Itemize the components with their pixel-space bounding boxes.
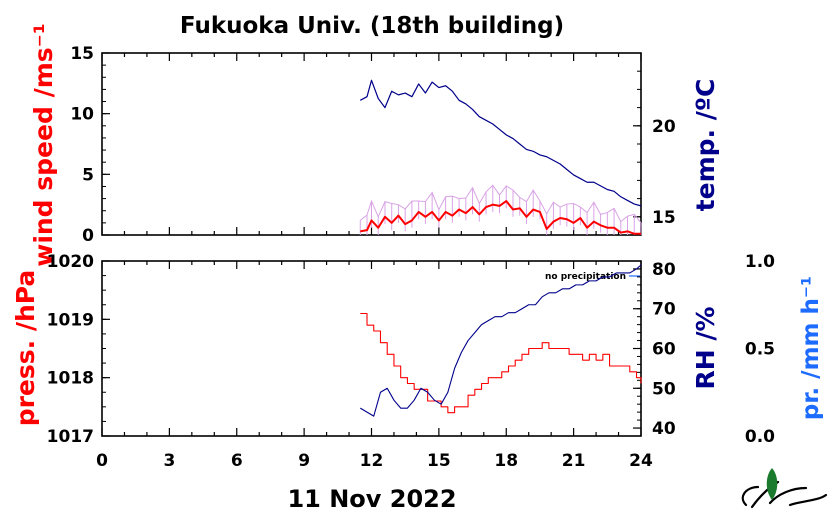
wind-tick-label: 15 xyxy=(70,44,94,64)
wind-tick-label: 10 xyxy=(70,105,94,125)
humidity-line xyxy=(359,264,642,417)
rh-tick-label: 80 xyxy=(652,260,676,280)
x-tick-label: 15 xyxy=(427,451,451,471)
lower-left-axis-label: press. /hPa xyxy=(11,270,40,427)
wind-gust-envelope xyxy=(359,184,642,224)
temp-tick-label: 15 xyxy=(652,208,676,228)
chart-marks: 0 3 6 9 12 15 18 21 24 0 5 10 15 15 20 1017 1018 1019 1020… xyxy=(47,44,775,471)
x-tick-label: 0 xyxy=(96,451,108,471)
x-tick-label: 21 xyxy=(562,451,586,471)
rh-tick-label: 70 xyxy=(652,300,676,320)
precip-tick-label: 1.0 xyxy=(745,252,775,272)
wind-tick-label: 0 xyxy=(82,226,94,246)
university-logo xyxy=(741,468,828,509)
x-axis-label: 11 Nov 2022 xyxy=(287,485,456,513)
temperature-line xyxy=(359,79,642,207)
x-tick-label: 9 xyxy=(298,451,310,471)
rh-tick-label: 50 xyxy=(652,379,676,399)
precip-tick-label: 0.5 xyxy=(745,340,775,360)
temp-tick-label: 20 xyxy=(652,117,676,137)
x-tick-label: 12 xyxy=(360,451,384,471)
pressure-line xyxy=(360,312,642,414)
no-precipitation-label: no precipitation xyxy=(545,272,626,282)
wind-speed-line xyxy=(360,200,641,235)
chart-title: Fukuoka Univ. (18th building) xyxy=(180,13,564,39)
wind-tick-label: 5 xyxy=(82,165,94,185)
upper-left-axis-label: wind speed /ms⁻¹ xyxy=(29,23,58,267)
x-tick-label: 18 xyxy=(494,451,518,471)
precip-tick-label: 0.0 xyxy=(745,427,775,447)
press-tick-label: 1018 xyxy=(47,369,94,389)
precip-axis-label: pr. /mm h⁻¹ xyxy=(798,276,824,420)
press-tick-label: 1017 xyxy=(47,427,94,447)
x-tick-label: 6 xyxy=(231,451,243,471)
rh-tick-label: 60 xyxy=(652,340,676,360)
x-tick-label: 3 xyxy=(163,451,175,471)
upper-right-axis-label: temp. /ºC xyxy=(691,79,720,212)
rh-tick-label: 40 xyxy=(652,419,676,439)
x-tick-label: 24 xyxy=(629,451,653,471)
press-tick-label: 1020 xyxy=(47,252,94,272)
lower-right-axis-label: RH /% xyxy=(691,306,720,389)
press-tick-label: 1019 xyxy=(47,310,94,330)
